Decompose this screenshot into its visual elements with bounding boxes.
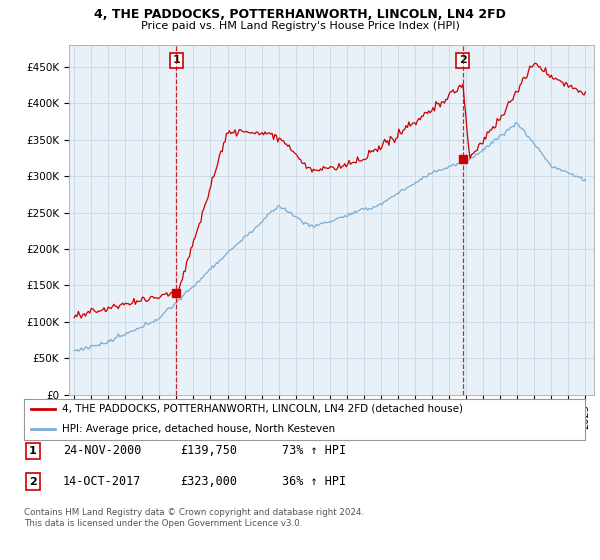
Text: Contains HM Land Registry data © Crown copyright and database right 2024.
This d: Contains HM Land Registry data © Crown c… [24, 508, 364, 528]
Text: 24-NOV-2000: 24-NOV-2000 [63, 444, 142, 458]
Text: HPI: Average price, detached house, North Kesteven: HPI: Average price, detached house, Nort… [62, 424, 335, 434]
Text: £139,750: £139,750 [180, 444, 237, 458]
Text: 2: 2 [29, 477, 37, 487]
Text: 36% ↑ HPI: 36% ↑ HPI [282, 475, 346, 488]
Text: 1: 1 [173, 55, 180, 66]
Text: £323,000: £323,000 [180, 475, 237, 488]
Text: Price paid vs. HM Land Registry's House Price Index (HPI): Price paid vs. HM Land Registry's House … [140, 21, 460, 31]
Text: 1: 1 [29, 446, 37, 456]
Text: 14-OCT-2017: 14-OCT-2017 [63, 475, 142, 488]
Text: 4, THE PADDOCKS, POTTERHANWORTH, LINCOLN, LN4 2FD: 4, THE PADDOCKS, POTTERHANWORTH, LINCOLN… [94, 8, 506, 21]
Text: 2: 2 [459, 55, 466, 66]
Text: 73% ↑ HPI: 73% ↑ HPI [282, 444, 346, 458]
Bar [176, 45, 463, 395]
Text: 4, THE PADDOCKS, POTTERHANWORTH, LINCOLN, LN4 2FD (detached house): 4, THE PADDOCKS, POTTERHANWORTH, LINCOLN… [62, 404, 463, 413]
